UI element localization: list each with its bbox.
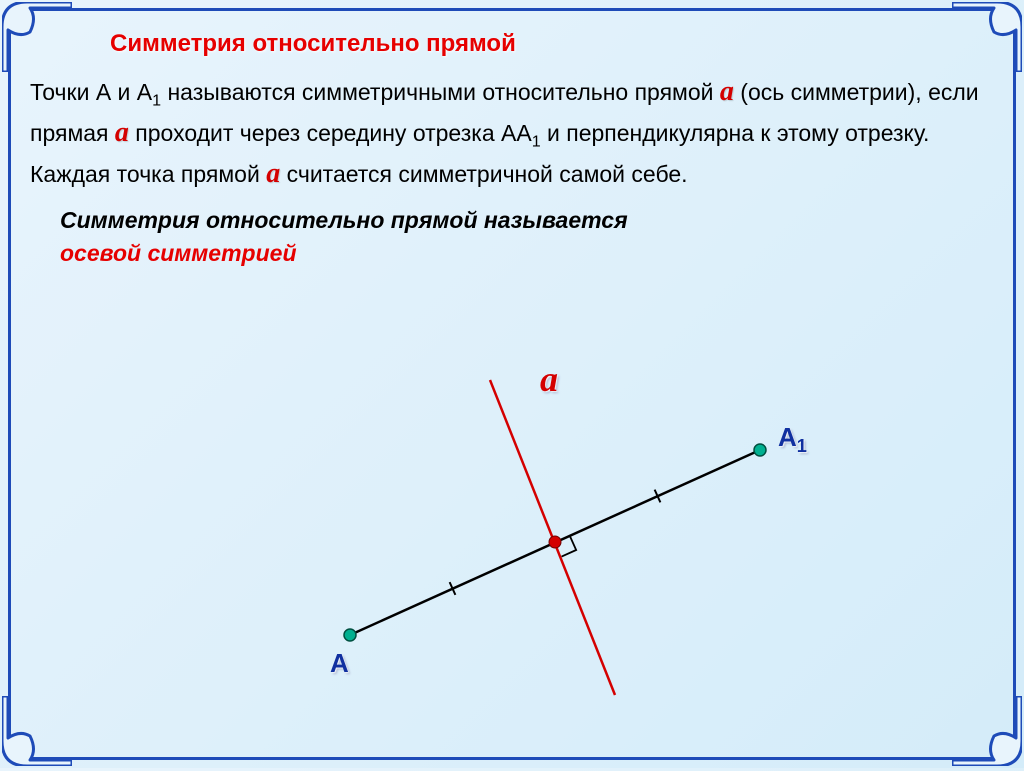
text-seg: называются симметричными относительно пр… (161, 79, 720, 105)
text-seg: Точки А и А (30, 79, 152, 105)
definition-paragraph: Точки А и А1 называются симметричными от… (30, 72, 994, 194)
subtitle: Симметрия относительно прямой называется… (60, 204, 994, 268)
subtitle-line2: осевой симметрией (60, 240, 297, 266)
subscript: 1 (152, 92, 161, 110)
label-A1-base: А (778, 422, 797, 452)
diagram-svg (0, 340, 1024, 760)
subtitle-line1: Симметрия относительно прямой называется (60, 207, 628, 233)
label-axis-a: а (540, 358, 558, 400)
label-A1-sub: 1 (797, 436, 807, 456)
content-area: Симметрия относительно прямой Точки А и … (30, 30, 994, 269)
slide-title: Симметрия относительно прямой (110, 30, 994, 58)
variable-a: а (115, 117, 129, 148)
geometry-diagram: а А А1 (0, 340, 1024, 760)
label-point-A: А (330, 648, 349, 679)
text-seg: проходит через середину отрезка АА (129, 120, 532, 146)
variable-a: а (720, 76, 734, 107)
label-point-A1: А1 (778, 422, 807, 457)
subscript: 1 (532, 133, 541, 151)
text-seg: считается симметричной самой себе. (280, 161, 687, 187)
variable-a: а (266, 158, 280, 189)
